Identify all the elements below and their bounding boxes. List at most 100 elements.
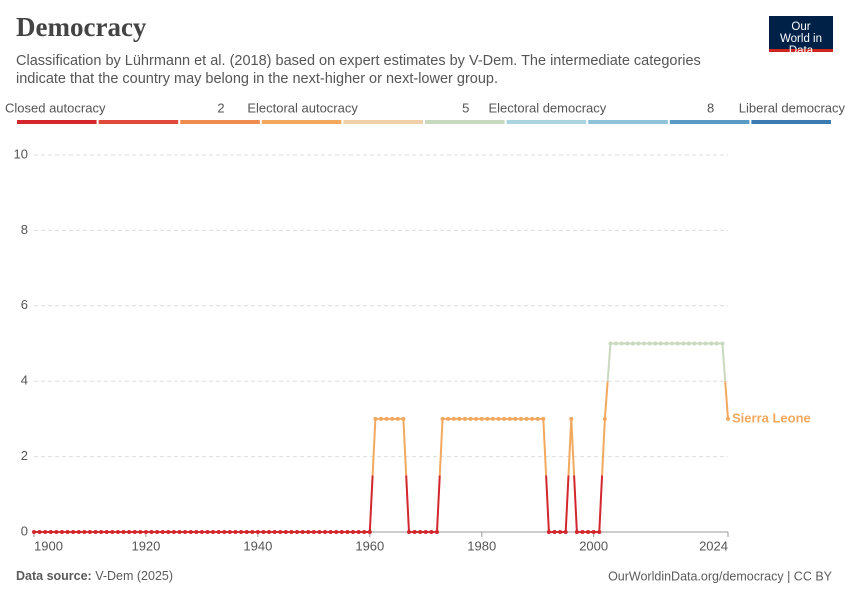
data-point [440, 416, 445, 421]
data-point [227, 530, 232, 534]
source: Data source: V-Dem (2025) [16, 569, 173, 583]
data-point [211, 530, 216, 534]
data-point [194, 530, 199, 534]
data-point [714, 341, 719, 346]
legend-swatch [751, 120, 831, 124]
data-point [658, 341, 663, 346]
data-point [468, 416, 473, 421]
data-point [115, 530, 120, 534]
line-segment [721, 343, 727, 382]
data-point [311, 530, 316, 534]
data-point [670, 341, 675, 346]
data-point [48, 530, 53, 534]
data-point [474, 416, 479, 421]
data-point [490, 416, 495, 421]
data-point [535, 416, 540, 421]
data-point [451, 416, 456, 421]
y-tick-label: 0 [21, 523, 28, 538]
data-point [614, 341, 619, 346]
data-point [563, 530, 568, 534]
data-point [267, 530, 272, 534]
data-point [642, 341, 647, 346]
data-point [379, 416, 383, 421]
chart-title: Democracy [16, 12, 147, 42]
footer-right[interactable]: OurWorldinData.org/democracy | CC BY [608, 569, 833, 583]
data-point [692, 341, 697, 346]
data-point [530, 416, 535, 421]
data-point [423, 530, 428, 534]
data-point [356, 530, 361, 534]
data-point [93, 530, 98, 534]
data-point [457, 416, 462, 421]
data-point [317, 530, 322, 534]
data-point [686, 341, 691, 346]
legend-swatch [506, 120, 587, 124]
data-point [446, 416, 451, 421]
data-point [653, 341, 658, 346]
data-point [608, 341, 613, 346]
data-point [300, 530, 305, 534]
data-point [255, 530, 260, 534]
data-point [166, 530, 171, 534]
data-point [720, 341, 725, 346]
data-point [222, 530, 227, 534]
y-tick-label: 2 [21, 448, 28, 463]
data-point [59, 530, 64, 534]
line-segment [570, 418, 576, 476]
x-tick-label: 1900 [34, 538, 63, 553]
data-point [675, 341, 680, 346]
data-point [71, 530, 76, 534]
data-point [177, 530, 182, 534]
data-point [630, 341, 635, 346]
source-label: Data source: [16, 569, 92, 583]
data-point [406, 530, 411, 534]
legend-label: Liberal democracy [739, 100, 846, 115]
logo[interactable]: Our World in Data [769, 16, 833, 57]
series-label: Sierra Leone [732, 410, 811, 425]
data-point [32, 530, 36, 534]
data-point [373, 416, 378, 421]
data-point [507, 416, 512, 421]
data-point [586, 530, 591, 534]
data-point [149, 530, 154, 534]
data-point [401, 416, 406, 421]
x-tick-label: 1940 [243, 538, 272, 553]
x-tick-label: 2000 [579, 538, 608, 553]
data-point [261, 530, 266, 534]
data-point [216, 530, 221, 534]
data-point [591, 530, 596, 534]
data-point [43, 530, 48, 534]
data-point [412, 530, 417, 534]
data-point [496, 416, 501, 421]
data-point [99, 530, 104, 534]
legend-label: 2 [217, 100, 224, 115]
data-point [121, 530, 126, 534]
line-segment [405, 475, 410, 533]
data-point [37, 530, 42, 534]
data-point [171, 530, 176, 534]
y-tick-label: 8 [21, 222, 28, 237]
data-point [698, 341, 703, 346]
data-point [239, 530, 244, 534]
data-point [82, 530, 87, 534]
data-point [295, 530, 300, 534]
data-point [183, 530, 188, 534]
data-point [87, 530, 92, 534]
data-point [726, 416, 730, 421]
data-point [233, 530, 238, 534]
data-point [524, 416, 529, 421]
legend-label: Electoral democracy [489, 100, 607, 115]
legend-swatch [261, 120, 342, 124]
line-segment [573, 475, 578, 533]
legend-swatch [669, 120, 750, 124]
data-point [625, 341, 630, 346]
line-segment [545, 475, 550, 533]
x-tick-label: 1920 [131, 538, 160, 553]
x-tick-label: 1960 [355, 538, 384, 553]
line-segment [724, 381, 729, 419]
data-point [367, 530, 372, 534]
data-point [160, 530, 165, 534]
data-point [278, 530, 283, 534]
data-point [289, 530, 294, 534]
data-point [272, 530, 277, 534]
